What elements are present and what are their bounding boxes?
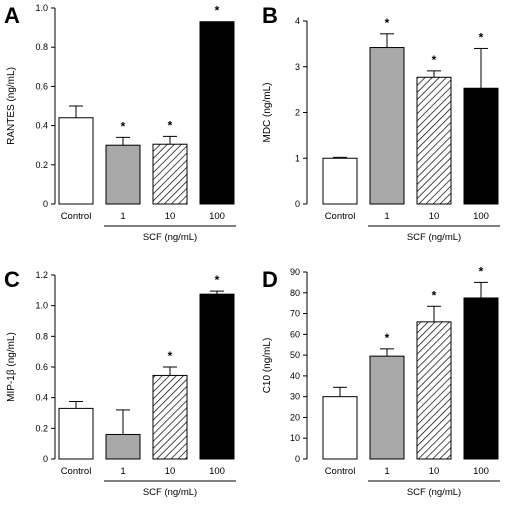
y-tick-label: 20: [290, 412, 300, 422]
panel-letter: B: [262, 3, 278, 28]
significance-star: *: [432, 288, 437, 302]
category-label: Control: [61, 211, 92, 222]
y-tick-label: 0: [43, 454, 48, 464]
y-tick-label: 0: [295, 454, 300, 464]
category-label: 10: [429, 211, 440, 222]
bar-1: [369, 355, 405, 460]
y-axis-label: C10 (ng/mL): [262, 338, 273, 394]
y-axis-label: MIP-1β (ng/mL): [6, 332, 17, 402]
category-label: 1: [120, 211, 125, 222]
significance-star: *: [215, 273, 220, 287]
panel-letter: A: [4, 3, 20, 28]
bar-control: [58, 117, 94, 205]
bar-1: [105, 433, 141, 460]
panel-letter: C: [4, 267, 20, 292]
panel-d: D 0 10 20 30 40 50 60 70 80 90 C10 (ng/mL) Control * 1…: [262, 264, 500, 498]
bar-10: [416, 76, 452, 205]
bar-1: [105, 144, 141, 205]
y-tick-label: 0.2: [35, 423, 48, 433]
category-label: 1: [384, 211, 389, 222]
significance-star: *: [479, 30, 484, 44]
y-tick-label: 60: [290, 329, 300, 339]
significance-star: *: [215, 4, 220, 18]
y-tick-label: 40: [290, 371, 300, 381]
panel-c: C 0 0.2 0.4 0.6 0.8 1.0 1.2 MIP-1β (ng/mL) Contro…: [4, 267, 236, 498]
y-tick-label: 0: [295, 199, 300, 209]
bar-10: [152, 374, 188, 460]
y-tick-label: 90: [290, 267, 300, 277]
y-tick-label: 2: [295, 108, 300, 118]
y-tick-label: 0.6: [35, 81, 48, 91]
y-tick-label: 70: [290, 309, 300, 319]
category-label: 1: [120, 466, 125, 477]
y-tick-label: 80: [290, 288, 300, 298]
y-tick-label: 1: [295, 153, 300, 163]
y-tick-label: 1.0: [35, 3, 48, 13]
y-axis-label: MDC (ng/mL): [262, 82, 273, 142]
panel-a: A 0 0.2 0.4 0.6 0.8 1.0 RANTES (ng/mL) Control * 1…: [4, 3, 236, 243]
y-tick-label: 0.6: [35, 362, 48, 372]
category-label: Control: [325, 466, 356, 477]
category-label: 10: [429, 466, 440, 477]
y-tick-label: 0: [43, 199, 48, 209]
category-label: 1: [384, 466, 389, 477]
bar-10: [152, 143, 188, 205]
significance-star: *: [168, 118, 173, 132]
y-tick-label: 1.2: [35, 270, 48, 280]
category-label: 10: [165, 466, 176, 477]
significance-star: *: [168, 349, 173, 363]
y-tick-label: 30: [290, 392, 300, 402]
category-label: 10: [165, 211, 176, 222]
y-tick-label: 1.0: [35, 301, 48, 311]
y-tick-label: 50: [290, 350, 300, 360]
significance-star: *: [479, 264, 484, 278]
y-tick-label: 0.8: [35, 42, 48, 52]
bar-10: [416, 321, 452, 460]
significance-star: *: [385, 16, 390, 30]
bar-100: [463, 87, 499, 205]
group-label: SCF (ng/mL): [143, 232, 197, 243]
category-label: 100: [473, 211, 489, 222]
group-label: SCF (ng/mL): [143, 487, 197, 498]
y-axis-label: RANTES (ng/mL): [6, 67, 17, 145]
bar-control: [322, 157, 358, 205]
bar-control: [322, 396, 358, 460]
bar-control: [58, 407, 94, 460]
significance-star: *: [385, 331, 390, 345]
y-tick-label: 0.4: [35, 121, 48, 131]
significance-star: *: [432, 53, 437, 67]
group-label: SCF (ng/mL): [407, 232, 461, 243]
category-label: Control: [325, 211, 356, 222]
y-tick-label: 0.8: [35, 331, 48, 341]
category-label: Control: [61, 466, 92, 477]
y-tick-label: 0.4: [35, 393, 48, 403]
panel-letter: D: [262, 267, 278, 292]
y-tick-label: 4: [295, 16, 300, 26]
panel-b: B 0 1 2 3 4 MDC (ng/mL) Control * 1 * 10 * 100 SCF (ng…: [262, 3, 500, 243]
category-label: 100: [209, 211, 225, 222]
y-tick-label: 10: [290, 433, 300, 443]
y-tick-label: 0.2: [35, 160, 48, 170]
category-label: 100: [209, 466, 225, 477]
bar-100: [199, 293, 235, 460]
group-label: SCF (ng/mL): [407, 487, 461, 498]
bar-100: [463, 297, 499, 460]
bar-1: [369, 47, 405, 205]
y-tick-label: 3: [295, 62, 300, 72]
significance-star: *: [121, 119, 126, 133]
category-label: 100: [473, 466, 489, 477]
bar-100: [199, 21, 235, 205]
